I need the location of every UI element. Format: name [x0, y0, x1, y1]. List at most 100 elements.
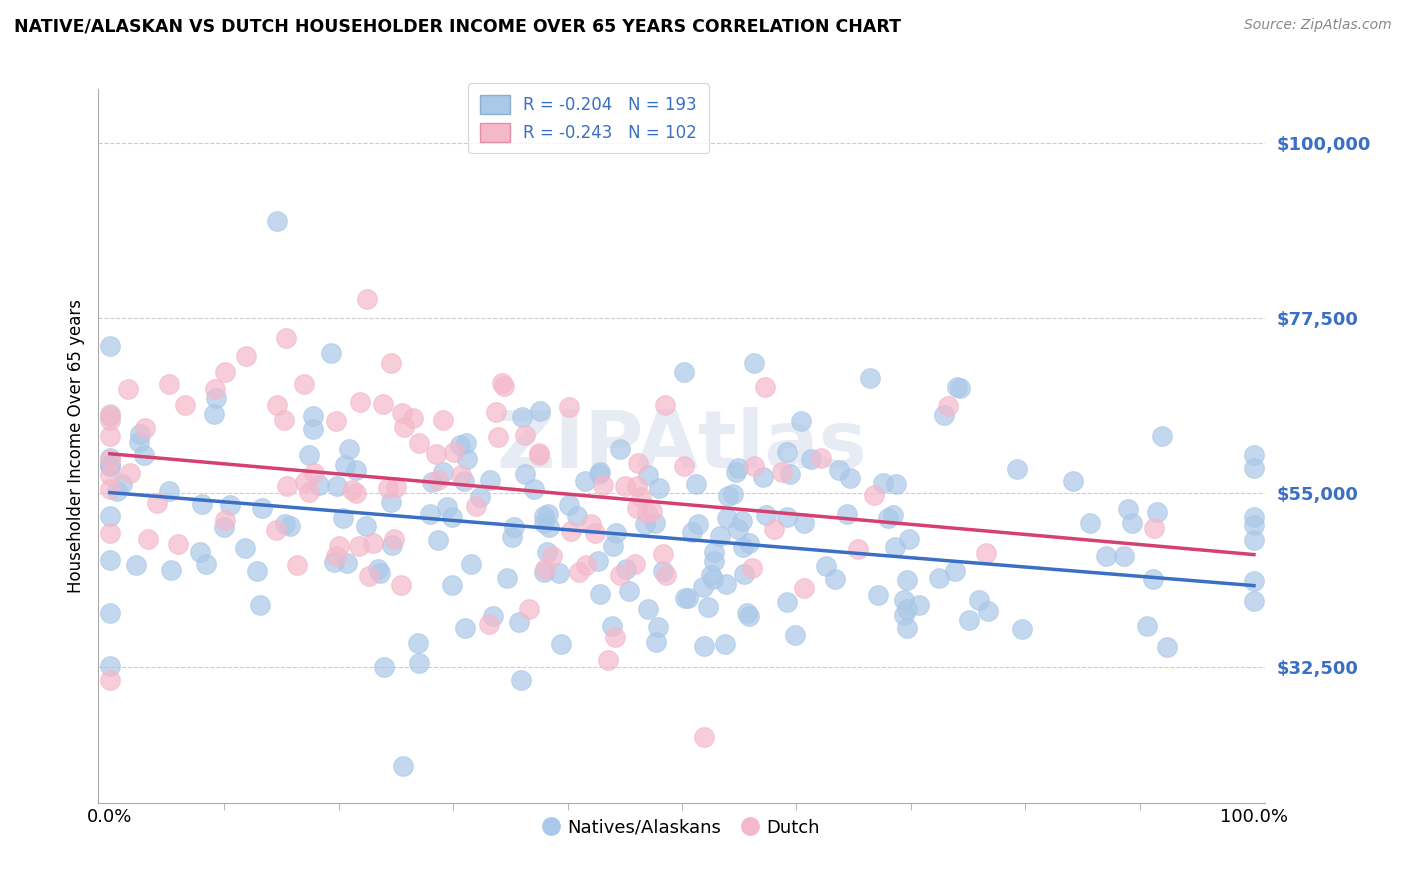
Point — [436, 500, 458, 515]
Point — [733, 566, 755, 581]
Point — [479, 473, 502, 487]
Point — [432, 413, 454, 427]
Point — [1243, 593, 1265, 607]
Point — [441, 510, 464, 524]
Point — [235, 350, 257, 364]
Point — [872, 475, 894, 490]
Point — [332, 511, 354, 525]
Point — [98, 467, 121, 482]
Point — [501, 530, 523, 544]
Point — [776, 509, 799, 524]
Point — [517, 602, 540, 616]
Point — [776, 445, 799, 459]
Point — [651, 564, 673, 578]
Point — [294, 475, 316, 489]
Point — [835, 507, 858, 521]
Point — [589, 587, 612, 601]
Point — [98, 428, 121, 442]
Point — [623, 557, 645, 571]
Point — [776, 595, 799, 609]
Point — [702, 572, 724, 586]
Point — [432, 465, 454, 479]
Point — [273, 413, 295, 427]
Point — [815, 558, 838, 573]
Point — [173, 398, 195, 412]
Point — [896, 622, 918, 636]
Point — [419, 507, 441, 521]
Point — [1156, 640, 1178, 654]
Point — [408, 656, 430, 670]
Point — [491, 376, 513, 390]
Point — [692, 730, 714, 744]
Point — [716, 577, 738, 591]
Point — [1142, 572, 1164, 586]
Point — [1243, 518, 1265, 533]
Text: NATIVE/ALASKAN VS DUTCH HOUSEHOLDER INCOME OVER 65 YEARS CORRELATION CHART: NATIVE/ALASKAN VS DUTCH HOUSEHOLDER INCO… — [14, 18, 901, 36]
Point — [946, 380, 969, 394]
Point — [98, 482, 121, 496]
Point — [779, 467, 801, 482]
Point — [266, 398, 288, 412]
Point — [896, 602, 918, 616]
Point — [602, 540, 624, 554]
Point — [957, 613, 980, 627]
Point — [727, 461, 749, 475]
Point — [839, 471, 862, 485]
Point — [485, 404, 508, 418]
Point — [98, 508, 121, 523]
Point — [344, 485, 367, 500]
Point — [637, 602, 659, 616]
Point — [214, 365, 236, 379]
Point — [762, 522, 785, 536]
Point — [605, 525, 627, 540]
Point — [685, 476, 707, 491]
Point — [709, 529, 731, 543]
Point — [1095, 549, 1118, 563]
Point — [402, 410, 425, 425]
Point — [98, 606, 121, 620]
Point — [319, 345, 342, 359]
Point — [276, 479, 298, 493]
Point — [558, 499, 581, 513]
Point — [583, 526, 606, 541]
Point — [98, 658, 121, 673]
Point — [456, 451, 478, 466]
Point — [425, 447, 447, 461]
Point — [637, 468, 659, 483]
Point — [250, 500, 273, 515]
Point — [194, 557, 217, 571]
Point — [136, 533, 159, 547]
Point — [392, 419, 415, 434]
Point — [538, 520, 561, 534]
Point — [478, 617, 501, 632]
Point — [627, 456, 650, 470]
Point — [510, 409, 533, 424]
Point — [426, 533, 449, 547]
Point — [1116, 501, 1139, 516]
Point — [389, 578, 412, 592]
Point — [1243, 448, 1265, 462]
Point — [560, 524, 582, 538]
Point — [373, 660, 395, 674]
Point — [111, 476, 134, 491]
Point — [884, 477, 907, 491]
Point — [325, 479, 347, 493]
Point — [654, 398, 676, 412]
Point — [367, 562, 389, 576]
Point — [527, 446, 550, 460]
Point — [117, 382, 139, 396]
Point — [785, 628, 807, 642]
Point — [540, 549, 562, 563]
Point — [976, 604, 998, 618]
Point — [515, 427, 537, 442]
Point — [883, 541, 905, 555]
Point — [742, 356, 765, 370]
Point — [630, 490, 652, 504]
Point — [716, 511, 738, 525]
Point — [285, 558, 308, 572]
Point — [157, 376, 180, 391]
Point — [508, 615, 530, 629]
Point — [470, 490, 492, 504]
Point — [513, 467, 536, 482]
Point — [408, 436, 430, 450]
